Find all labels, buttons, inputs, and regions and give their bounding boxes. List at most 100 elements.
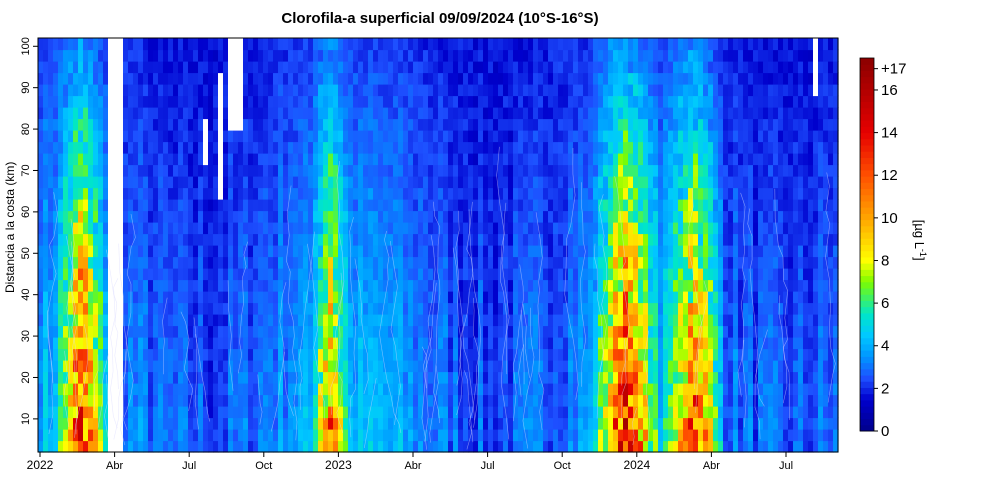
heatmap-cell xyxy=(333,268,339,281)
heatmap-cell xyxy=(48,302,54,315)
heatmap-cell xyxy=(458,245,464,258)
heatmap-cell xyxy=(363,279,369,292)
heatmap-cell xyxy=(633,268,639,281)
heatmap-cell xyxy=(548,187,554,200)
heatmap-cell xyxy=(628,337,634,350)
heatmap-cell xyxy=(623,233,629,246)
heatmap-cell xyxy=(548,440,554,453)
heatmap-cell xyxy=(448,383,454,396)
heatmap-cell xyxy=(253,406,259,419)
heatmap-cell xyxy=(63,199,69,212)
heatmap-cell xyxy=(413,38,419,51)
heatmap-cell xyxy=(718,72,724,85)
heatmap-cell xyxy=(628,233,634,246)
heatmap-cell xyxy=(543,72,549,85)
heatmap-cell xyxy=(148,164,154,177)
heatmap-cell xyxy=(673,325,679,338)
heatmap-cell xyxy=(153,130,159,143)
heatmap-cell xyxy=(178,279,184,292)
heatmap-cell xyxy=(488,141,494,154)
heatmap-cell xyxy=(628,440,634,453)
heatmap-cell xyxy=(88,383,94,396)
heatmap-cell xyxy=(133,440,139,453)
heatmap-cell xyxy=(573,38,579,51)
heatmap-cell xyxy=(313,383,319,396)
heatmap-cell xyxy=(723,291,729,304)
heatmap-cell xyxy=(188,360,194,373)
heatmap-cell xyxy=(298,38,304,51)
heatmap-cell xyxy=(103,383,109,396)
heatmap-cell xyxy=(323,348,329,361)
heatmap-cell xyxy=(723,164,729,177)
heatmap-cell xyxy=(138,38,144,51)
heatmap-cell xyxy=(188,141,194,154)
heatmap-cell xyxy=(578,130,584,143)
heatmap-cell xyxy=(98,268,104,281)
heatmap-cell xyxy=(253,164,259,177)
heatmap-cell xyxy=(553,95,559,108)
heatmap-cell xyxy=(338,256,344,269)
heatmap-cell xyxy=(588,325,594,338)
heatmap-cell xyxy=(183,383,189,396)
heatmap-cell xyxy=(668,49,674,62)
heatmap-cell xyxy=(343,38,349,51)
heatmap-cell xyxy=(468,394,474,407)
heatmap-cell xyxy=(403,291,409,304)
heatmap-cell xyxy=(333,61,339,74)
heatmap-cell xyxy=(318,325,324,338)
heatmap-cell xyxy=(293,176,299,189)
heatmap-cell xyxy=(453,406,459,419)
heatmap-cell xyxy=(398,268,404,281)
heatmap-cell xyxy=(253,337,259,350)
heatmap-cell xyxy=(288,164,294,177)
heatmap-cell xyxy=(178,348,184,361)
heatmap-cell xyxy=(633,233,639,246)
heatmap-cell xyxy=(78,84,84,97)
heatmap-cell xyxy=(118,233,124,246)
heatmap-cell xyxy=(118,417,124,430)
heatmap-cell xyxy=(623,107,629,120)
heatmap-cell xyxy=(528,210,534,223)
heatmap-cell xyxy=(678,348,684,361)
heatmap-cell xyxy=(138,429,144,442)
heatmap-cell xyxy=(48,107,54,120)
heatmap-cell xyxy=(538,176,544,189)
heatmap-cell xyxy=(258,245,264,258)
heatmap-cell xyxy=(493,348,499,361)
heatmap-cell xyxy=(398,383,404,396)
heatmap-cell xyxy=(553,61,559,74)
heatmap-cell xyxy=(618,49,624,62)
heatmap-cell xyxy=(313,72,319,85)
heatmap-cell xyxy=(688,199,694,212)
heatmap-cell xyxy=(448,84,454,97)
heatmap-cell xyxy=(43,187,49,200)
heatmap-cell xyxy=(308,72,314,85)
heatmap-cell xyxy=(143,164,149,177)
heatmap-cell xyxy=(503,268,509,281)
heatmap-cell xyxy=(208,314,214,327)
heatmap-cell xyxy=(338,417,344,430)
heatmap-cell xyxy=(308,406,314,419)
heatmap-cell xyxy=(113,383,119,396)
heatmap-cell xyxy=(553,302,559,315)
heatmap-cell xyxy=(668,164,674,177)
heatmap-cell xyxy=(383,210,389,223)
heatmap-cell xyxy=(608,130,614,143)
heatmap-cell xyxy=(48,38,54,51)
heatmap-cell xyxy=(413,302,419,315)
heatmap-cell xyxy=(358,38,364,51)
heatmap-cell xyxy=(248,141,254,154)
heatmap-cell xyxy=(648,38,654,51)
heatmap-cell xyxy=(548,256,554,269)
heatmap-cell xyxy=(263,118,269,131)
heatmap-cell xyxy=(433,222,439,235)
heatmap-cell xyxy=(538,256,544,269)
heatmap-cell xyxy=(523,210,529,223)
heatmap-cell xyxy=(663,302,669,315)
heatmap-cell xyxy=(218,49,224,62)
heatmap-cell xyxy=(708,210,714,223)
heatmap-cell xyxy=(213,256,219,269)
heatmap-cell xyxy=(723,371,729,384)
heatmap-cell xyxy=(373,360,379,373)
heatmap-cell xyxy=(128,440,134,453)
